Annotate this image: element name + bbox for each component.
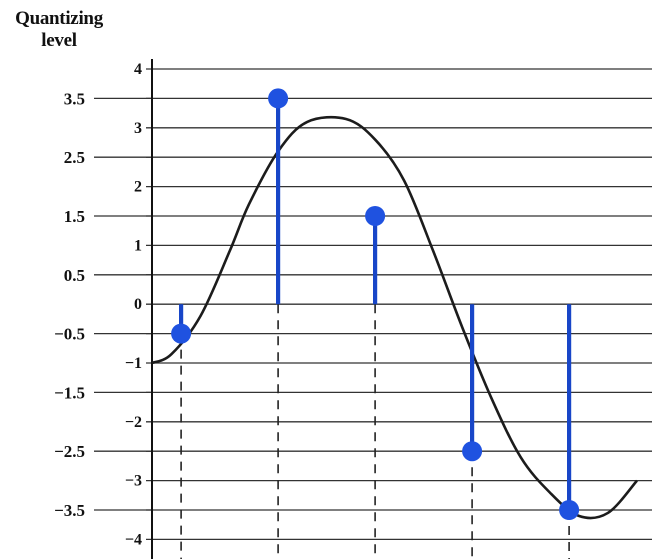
- y-tick-label-half: 0.5: [64, 266, 85, 285]
- y-tick-label-integer: 3: [134, 120, 142, 137]
- grid-lines: [94, 68, 652, 541]
- sample-point: [365, 206, 386, 226]
- y-tick-label-integer: −2: [125, 414, 142, 431]
- sample-point: [171, 323, 192, 344]
- y-tick-label-half: −1.5: [54, 383, 85, 402]
- y-tick-label-integer: 1: [134, 237, 142, 254]
- y-tick-label-half: −3.5: [54, 501, 85, 520]
- signal-curve-layer: [151, 115, 638, 520]
- y-tick-label-integer: 2: [134, 179, 142, 196]
- y-tick-label-half: 2.5: [64, 148, 85, 167]
- y-tick-label-integer: 0: [134, 296, 142, 313]
- y-axis-title-line-1: Quantizing: [15, 8, 103, 29]
- sample-markers: [171, 88, 580, 520]
- y-tick-label-integer: 4: [134, 61, 142, 78]
- y-tick-label-half: 3.5: [64, 89, 85, 108]
- sample-drop-lines: [180, 304, 570, 559]
- y-tick-label-integer: −4: [125, 531, 142, 548]
- tick-labels: 4 3 2 1 0 −1 −2 −3 −4 3.5 2.5 1.5 0.5 −0.5 −1.5 −2.5 −3.…: [54, 61, 142, 548]
- sample-point: [462, 441, 483, 462]
- y-tick-label-integer: −3: [125, 473, 142, 490]
- y-axis-title: Quantizing level: [4, 8, 114, 52]
- y-tick-label-half: −0.5: [54, 325, 85, 344]
- sample-point: [268, 88, 289, 109]
- sample-point: [559, 500, 580, 520]
- y-tick-label-integer: −1: [125, 355, 142, 372]
- y-tick-label-half: 1.5: [64, 207, 85, 226]
- y-axis-title-line-2: level: [41, 30, 77, 51]
- signal-curve: [151, 115, 638, 520]
- y-tick-label-half: −2.5: [54, 442, 85, 461]
